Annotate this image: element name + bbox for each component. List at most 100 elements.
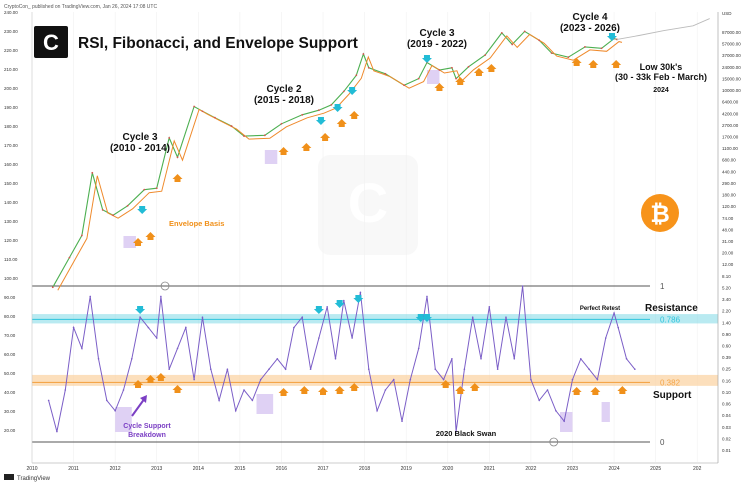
watermark: C: [318, 155, 418, 255]
price-point: [342, 90, 345, 93]
price-point: [193, 105, 196, 108]
rsi-point: [72, 326, 75, 329]
price-point: [367, 66, 370, 69]
y-tick-label: 180.00: [722, 193, 736, 198]
rsi-point: [259, 378, 262, 381]
y-tick-label: 1100.00: [722, 146, 738, 151]
support-band: [32, 374, 718, 386]
support-arrow-icon: [473, 68, 484, 76]
y-tick-label: 6400.00: [722, 100, 739, 105]
left-tick-label: 210.00: [4, 67, 18, 72]
x-tick-label: 2011: [68, 466, 79, 472]
support-arrow-icon: [486, 64, 497, 72]
y-tick-label: 0.04: [722, 413, 731, 418]
rsi-point: [89, 295, 92, 298]
rsi-point: [243, 389, 245, 391]
support-arrow-icon: [278, 147, 289, 155]
y-tick-label: 12.00: [722, 262, 734, 267]
rsi-point: [634, 368, 636, 371]
logo-letter: C: [43, 30, 59, 55]
rsi-point: [147, 326, 150, 329]
x-tick-label: 2025: [650, 466, 661, 472]
y-tick-label: 120.00: [722, 204, 736, 209]
support-arrow-icon: [469, 383, 480, 391]
cycle-support-breakdown-label: Breakdown: [128, 432, 166, 439]
support-arrow-icon: [301, 143, 312, 151]
resistance-arrow-icon: [421, 55, 432, 63]
fib-label-0786: 0.786: [660, 315, 681, 324]
rsi-point: [617, 326, 620, 329]
price-point: [550, 52, 553, 54]
price-point: [68, 256, 71, 259]
support-arrow-icon: [299, 386, 310, 394]
rsi-point: [81, 347, 83, 350]
cycle-low-zone: [264, 150, 278, 164]
cycle-low-zone: [115, 407, 132, 432]
rsi-point: [538, 399, 541, 402]
resistance-label: Resistance: [645, 303, 698, 314]
price-point: [143, 188, 146, 191]
rsi-point: [604, 337, 607, 339]
rsi-point: [426, 295, 428, 298]
support-arrow-icon: [440, 380, 451, 388]
cycle-2010-years: (2010 - 2014): [110, 143, 170, 154]
rsi-point: [326, 306, 328, 308]
y-tick-label: 31.00: [722, 239, 734, 244]
fib-bands: [32, 314, 718, 386]
support-arrow-icon: [434, 83, 445, 91]
rsi-point: [122, 389, 125, 391]
left-tick-label: 80.00: [4, 314, 16, 319]
resistance-arrow-icon: [415, 314, 426, 322]
y-tick-label: 87000.00: [722, 30, 741, 35]
rsi-point: [56, 430, 58, 433]
rsi-point: [409, 378, 412, 381]
left-tick-label: 50.00: [4, 371, 16, 376]
y-tick-label: 15000.00: [722, 76, 741, 81]
price-point: [523, 30, 526, 33]
price-point: [155, 187, 158, 190]
price-point: [80, 234, 83, 237]
y-tick-label: 0.16: [722, 378, 731, 383]
rsi-point: [276, 358, 279, 360]
support-arrow-icon: [455, 386, 466, 394]
rsi-point: [530, 378, 532, 381]
price-point: [584, 46, 586, 48]
rsi-point: [571, 378, 574, 381]
signal-arrows: [133, 33, 628, 396]
rsi-point: [64, 389, 67, 391]
resistance-arrow-icon: [315, 117, 326, 125]
fib-levels: 1 0.786 0.382 0: [32, 282, 681, 447]
cycle-low-zone: [601, 402, 610, 422]
price-point: [484, 54, 487, 56]
price-point: [126, 204, 129, 207]
support-arrow-icon: [334, 386, 345, 394]
rsi-point: [563, 420, 565, 423]
rsi-point: [555, 410, 557, 412]
price-point: [280, 122, 283, 125]
left-tick-label: 130.00: [4, 219, 18, 224]
price-point: [230, 125, 233, 127]
y-tick-label: 680.00: [722, 158, 736, 163]
x-tick-label: 2013: [151, 466, 162, 472]
resistance-arrow-icon: [347, 87, 358, 95]
y-tick-label: 290.00: [722, 181, 736, 186]
rsi-point: [596, 378, 599, 381]
support-arrow-icon: [617, 386, 628, 394]
y-tick-label: 2700.00: [722, 123, 739, 128]
rsi-point: [392, 378, 395, 381]
low-30k-year: 2024: [653, 87, 669, 94]
price-point: [500, 31, 503, 34]
price-point: [600, 47, 603, 50]
rsi-point: [97, 358, 100, 360]
resistance-band: [32, 314, 718, 324]
svg-text:C: C: [348, 171, 388, 234]
price-line: [52, 30, 618, 288]
support-arrow-icon: [172, 385, 183, 393]
rsi-point: [496, 368, 499, 371]
publisher-line: CryptoCon_ published on TradingView.com,…: [4, 4, 157, 10]
rsi-point: [226, 368, 229, 371]
left-tick-label: 150.00: [4, 181, 18, 186]
left-tick-label: 200.00: [4, 86, 18, 91]
cycle-low-zone: [560, 412, 573, 432]
